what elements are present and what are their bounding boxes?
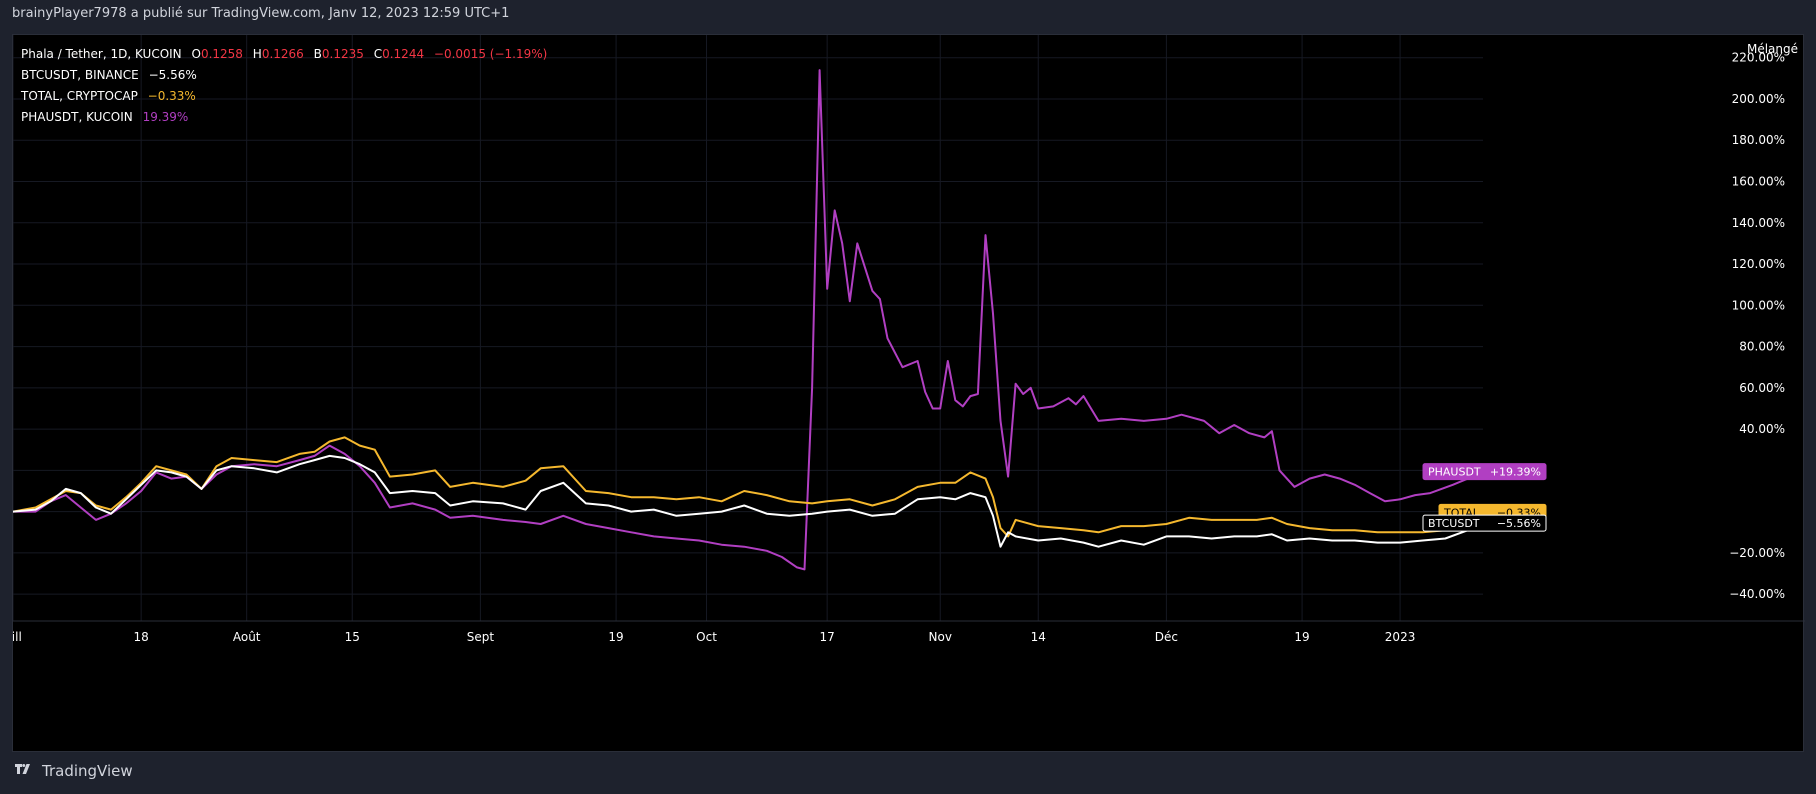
price-badges: PHAUSDT +19.39%TOTAL −0.33%BTCUSDT −5.56% bbox=[1422, 463, 1547, 532]
x-tick-label: Déc bbox=[1155, 630, 1178, 644]
btc-change: −5.56% bbox=[148, 68, 197, 82]
badge-symbol: PHAUSDT bbox=[1428, 466, 1481, 479]
series-layer bbox=[13, 69, 1484, 571]
close-label: C bbox=[373, 47, 383, 61]
y-tick-label: 140.00% bbox=[1732, 216, 1785, 230]
x-tick-label: Sept bbox=[467, 630, 495, 644]
x-tick-label: Oct bbox=[696, 630, 717, 644]
total-change: −0.33% bbox=[147, 89, 196, 103]
high-value: 0.1266 bbox=[261, 47, 304, 61]
pha-symbol-name: PHAUSDT, KUCOIN bbox=[21, 110, 133, 124]
y-tick-label: 220.00% bbox=[1732, 51, 1785, 65]
y-tick-label: −40.00% bbox=[1729, 587, 1785, 601]
legend-phausdt[interactable]: PHAUSDT, KUCOIN 19.39% bbox=[21, 107, 547, 128]
scale-mode-label[interactable]: Mélangé bbox=[1746, 42, 1798, 56]
badge-background bbox=[1422, 514, 1547, 532]
x-tick-label: uill bbox=[13, 630, 22, 644]
badge-value: −5.56% bbox=[1497, 517, 1541, 530]
price-chart[interactable]: 220.00% 200.00% 180.00% 160.00% 140.00% 120.0… bbox=[13, 35, 1805, 753]
y-tick-label: 160.00% bbox=[1732, 175, 1785, 189]
x-tick-label: 2023 bbox=[1385, 630, 1416, 644]
y-tick-label: 80.00% bbox=[1739, 340, 1785, 354]
tradingview-logo-icon bbox=[15, 764, 30, 774]
high-label: H bbox=[252, 47, 262, 61]
grid-layer bbox=[13, 35, 1805, 622]
low-value: 0.1235 bbox=[321, 47, 364, 61]
y-tick-label: 180.00% bbox=[1732, 133, 1785, 147]
main-symbol-name: Phala / Tether, 1D, KUCOIN bbox=[21, 47, 182, 61]
y-tick-label: 200.00% bbox=[1732, 92, 1785, 106]
y-axis[interactable]: 220.00% 200.00% 180.00% 160.00% 140.00% 120.0… bbox=[1729, 51, 1785, 601]
x-tick-label: Août bbox=[233, 630, 261, 644]
badge-background bbox=[1422, 463, 1547, 481]
x-tick-label: 14 bbox=[1031, 630, 1046, 644]
close-value: 0.1244 bbox=[382, 47, 425, 61]
low-label: B bbox=[313, 47, 322, 61]
x-tick-label: 15 bbox=[345, 630, 360, 644]
pha-change: 19.39% bbox=[142, 110, 189, 124]
legend-total[interactable]: TOTAL, CRYPTOCAP −0.33% bbox=[21, 86, 547, 107]
x-axis[interactable]: uill 18 Août 15 Sept 19 Oct 17 Nov 14 Déc 19 2023 bbox=[13, 630, 1415, 644]
y-tick-label: 40.00% bbox=[1739, 422, 1785, 436]
x-tick-label: Nov bbox=[929, 630, 952, 644]
btc-symbol-name: BTCUSDT, BINANCE bbox=[21, 68, 139, 82]
series-line-total bbox=[13, 436, 1484, 538]
footer-brand-text: TradingView bbox=[42, 762, 133, 780]
chart-legend: Phala / Tether, 1D, KUCOIN O0.1258 H0.12… bbox=[21, 44, 547, 128]
badge-symbol: BTCUSDT bbox=[1428, 517, 1480, 530]
y-tick-label: 100.00% bbox=[1732, 298, 1785, 312]
x-tick-label: 19 bbox=[608, 630, 623, 644]
legend-btcusdt[interactable]: BTCUSDT, BINANCE −5.56% bbox=[21, 65, 547, 86]
open-label: O bbox=[191, 47, 201, 61]
publish-info-text: brainyPlayer7978 a publié sur TradingVie… bbox=[12, 6, 510, 21]
main-change: −0.0015 (−1.19%) bbox=[433, 47, 548, 61]
y-tick-label: −20.00% bbox=[1729, 546, 1785, 560]
y-tick-label: 60.00% bbox=[1739, 381, 1785, 395]
series-line-btcusdt bbox=[13, 454, 1484, 548]
total-symbol-name: TOTAL, CRYPTOCAP bbox=[21, 89, 138, 103]
x-tick-label: 18 bbox=[134, 630, 149, 644]
badge-value: +19.39% bbox=[1490, 466, 1541, 479]
y-tick-label: 120.00% bbox=[1732, 257, 1785, 271]
x-tick-label: 19 bbox=[1294, 630, 1309, 644]
footer-branding: TradingView bbox=[12, 762, 133, 780]
chart-panel[interactable]: 220.00% 200.00% 180.00% 160.00% 140.00% 120.0… bbox=[12, 34, 1805, 753]
series-line-phausdt bbox=[13, 69, 1484, 571]
price-badge-btcusdt[interactable]: BTCUSDT −5.56% bbox=[1422, 514, 1547, 532]
x-tick-label: 17 bbox=[820, 630, 835, 644]
publish-info: brainyPlayer7978 a publié sur TradingVie… bbox=[12, 6, 509, 21]
legend-main-series[interactable]: Phala / Tether, 1D, KUCOIN O0.1258 H0.12… bbox=[21, 44, 547, 65]
price-badge-phausdt[interactable]: PHAUSDT +19.39% bbox=[1422, 463, 1547, 481]
open-value: 0.1258 bbox=[200, 47, 243, 61]
